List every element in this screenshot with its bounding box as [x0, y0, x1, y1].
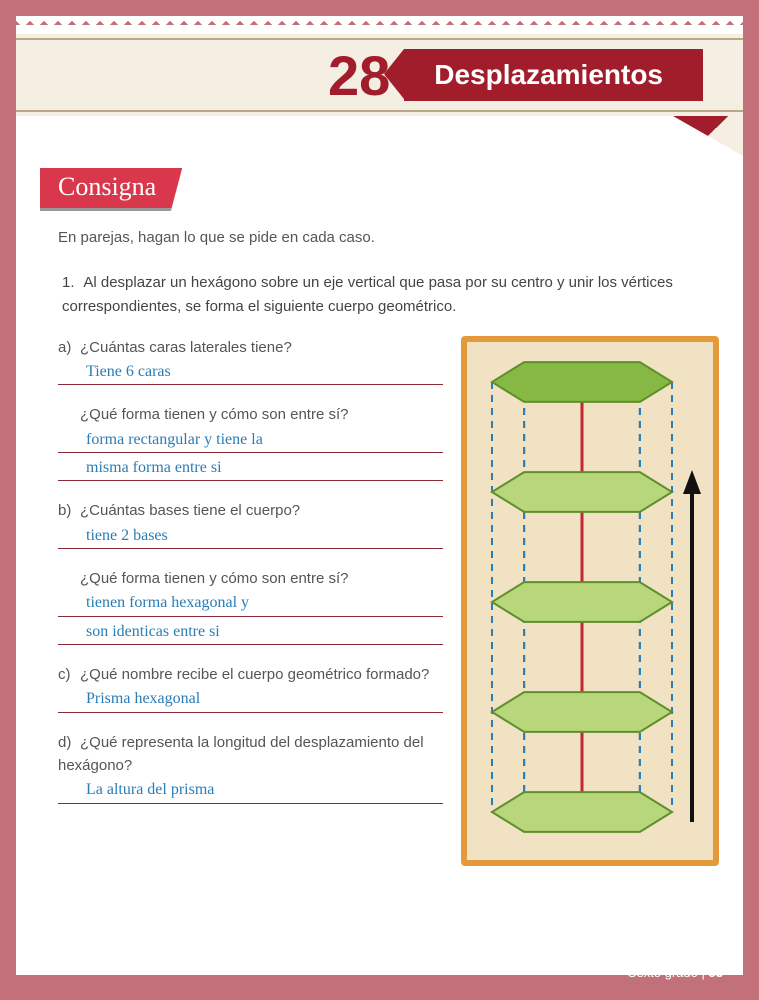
- footer-sep: |: [702, 965, 705, 980]
- item-b2: ¿Qué forma tienen y cómo son entre sí? t…: [58, 567, 443, 645]
- item-a-answer: Tiene 6 caras: [58, 361, 443, 385]
- item-a: a)¿Cuántas caras laterales tiene? Tiene …: [58, 336, 443, 386]
- item-c-question: c)¿Qué nombre recibe el cuerpo geométric…: [58, 663, 443, 686]
- consigna-tag: Consigna: [40, 168, 182, 211]
- item-b-answer: tiene 2 bases: [58, 525, 443, 549]
- item-d: d)¿Qué representa la longitud del despla…: [58, 731, 443, 804]
- lesson-number: 28: [328, 43, 390, 108]
- item-a2-question: ¿Qué forma tienen y cómo son entre sí?: [58, 403, 443, 426]
- lesson-title: Desplazamientos: [404, 49, 703, 101]
- item-b: b)¿Cuántas bases tiene el cuerpo? tiene …: [58, 499, 443, 549]
- q1-number: 1.: [62, 271, 80, 294]
- hex-prism-figure: [461, 336, 719, 866]
- item-b-question: b)¿Cuántas bases tiene el cuerpo?: [58, 499, 443, 522]
- q1-text: Al desplazar un hexágono sobre un eje ve…: [62, 274, 673, 314]
- item-a2-answer-2: misma forma entre si: [58, 457, 443, 481]
- questions-column: a)¿Cuántas caras laterales tiene? Tiene …: [58, 336, 443, 866]
- item-b2-answer-1: tienen forma hexagonal y: [58, 592, 443, 616]
- columns: a)¿Cuántas caras laterales tiene? Tiene …: [58, 336, 719, 866]
- item-d-question: d)¿Qué representa la longitud del despla…: [58, 731, 443, 778]
- item-b2-answer-2: son identicas entre si: [58, 621, 443, 645]
- hex-prism-svg: [467, 342, 713, 860]
- item-a-question: a)¿Cuántas caras laterales tiene?: [58, 336, 443, 359]
- zigzag-bottom: [16, 984, 743, 1000]
- footer-page: 53: [709, 965, 723, 980]
- item-c: c)¿Qué nombre recibe el cuerpo geométric…: [58, 663, 443, 713]
- intro-text: En parejas, hagan lo que se pide en cada…: [58, 226, 719, 249]
- footer-grade: Sexto grado: [628, 965, 698, 980]
- item-b2-question: ¿Qué forma tienen y cómo son entre sí?: [58, 567, 443, 590]
- item-d-answer: La altura del prisma: [58, 779, 443, 803]
- header-band: 28 Desplazamientos: [16, 34, 743, 116]
- item-a2: ¿Qué forma tienen y cómo son entre sí? f…: [58, 403, 443, 481]
- content-area: En parejas, hagan lo que se pide en cada…: [58, 226, 719, 950]
- item-c-answer: Prisma hexagonal: [58, 688, 443, 712]
- page-footer: Sexto grado | 53: [628, 965, 723, 980]
- item-a2-answer-1: forma rectangular y tiene la: [58, 429, 443, 453]
- question-1: 1. Al desplazar un hexágono sobre un eje…: [58, 271, 719, 318]
- zigzag-top: [16, 0, 743, 16]
